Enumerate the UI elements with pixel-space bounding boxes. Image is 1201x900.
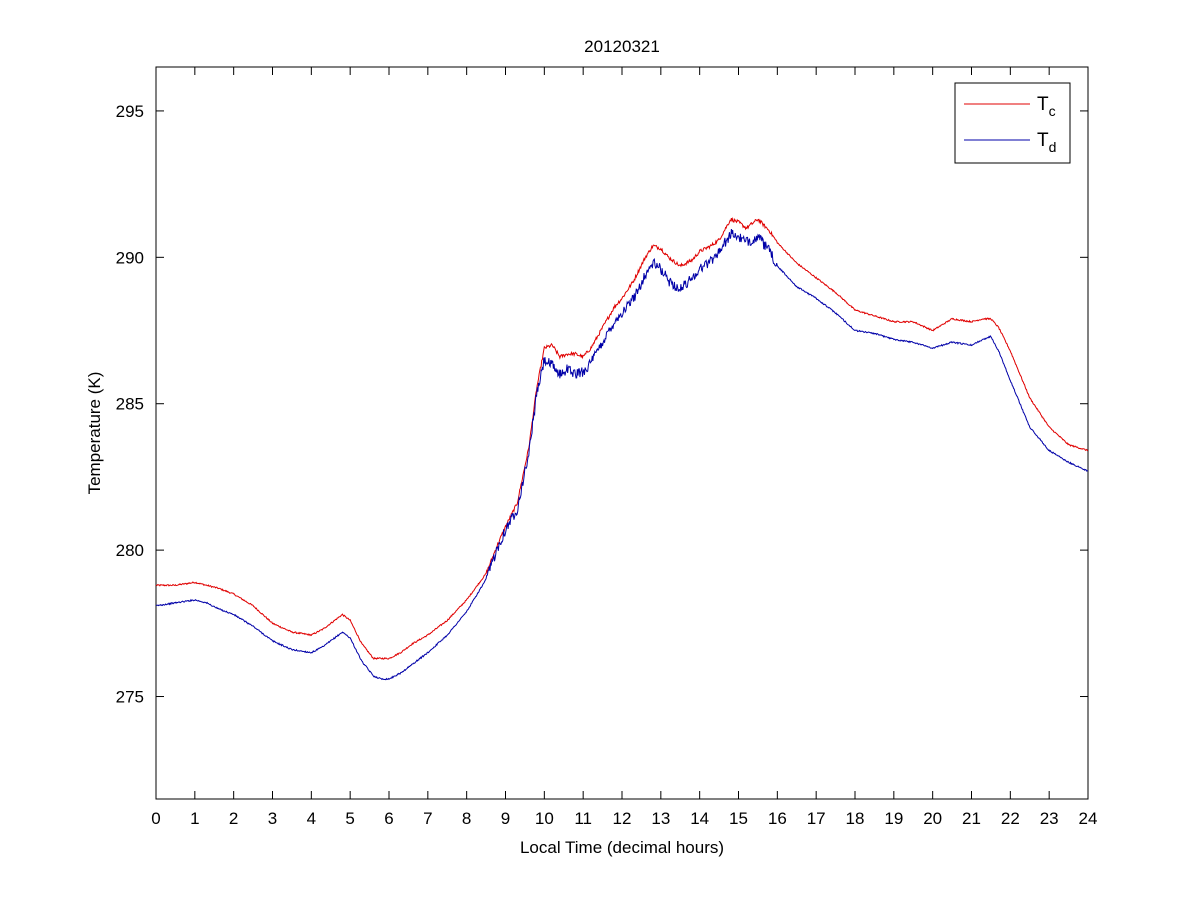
x-tick-label: 2: [229, 809, 238, 828]
x-tick-label: 23: [1040, 809, 1059, 828]
y-tick-label: 280: [116, 541, 144, 560]
x-tick-label: 6: [384, 809, 393, 828]
y-tick-label: 290: [116, 248, 144, 267]
series-line-td: [155, 228, 1089, 681]
legend-entry-subscript: c: [1049, 103, 1056, 119]
x-tick-label: 21: [962, 809, 981, 828]
x-tick-label: 10: [535, 809, 554, 828]
x-tick-label: 13: [651, 809, 670, 828]
legend-entry-subscript: d: [1049, 139, 1057, 155]
x-tick-label: 19: [884, 809, 903, 828]
legend-entry-label: Tc: [1037, 94, 1056, 119]
legend-entry-label: Td: [1037, 130, 1056, 155]
y-tick-label: 275: [116, 688, 144, 707]
y-tick-label: 295: [116, 102, 144, 121]
x-tick-label: 22: [1001, 809, 1020, 828]
x-tick-label: 1: [190, 809, 199, 828]
x-tick-label: 8: [462, 809, 471, 828]
legend-entry-name: T: [1037, 94, 1049, 115]
x-axis-ticks: 0 1 2 3 4 5 6 7 8 9 10 11 12 13 14 15 16 17 18 19 20 21 22 23 24: [151, 67, 1097, 828]
x-tick-label: 9: [501, 809, 510, 828]
y-axis-ticks: 275 280 285 290 295: [116, 102, 1088, 707]
x-tick-label: 18: [846, 809, 865, 828]
y-axis-label: Temperature (K): [85, 372, 104, 495]
legend-box: [954, 82, 1071, 164]
x-tick-label: 0: [151, 809, 160, 828]
x-tick-label: 17: [807, 809, 826, 828]
x-tick-label: 5: [345, 809, 354, 828]
x-axis-label: Local Time (decimal hours): [520, 838, 724, 857]
x-tick-label: 15: [729, 809, 748, 828]
x-tick-label: 7: [423, 809, 432, 828]
series-layer: [155, 216, 1089, 681]
y-tick-label: 285: [116, 395, 144, 414]
x-tick-label: 12: [613, 809, 632, 828]
x-tick-label: 3: [268, 809, 277, 828]
plot-area: [155, 66, 1089, 800]
x-tick-label: 20: [923, 809, 942, 828]
x-tick-label: 4: [307, 809, 316, 828]
series-line-tc: [155, 216, 1089, 660]
chart-title: 20120321: [584, 37, 660, 56]
x-tick-label: 24: [1079, 809, 1098, 828]
x-tick-label: 16: [768, 809, 787, 828]
legend-entry-name: T: [1037, 130, 1049, 151]
x-tick-label: 14: [690, 809, 709, 828]
x-tick-label: 11: [574, 809, 592, 828]
